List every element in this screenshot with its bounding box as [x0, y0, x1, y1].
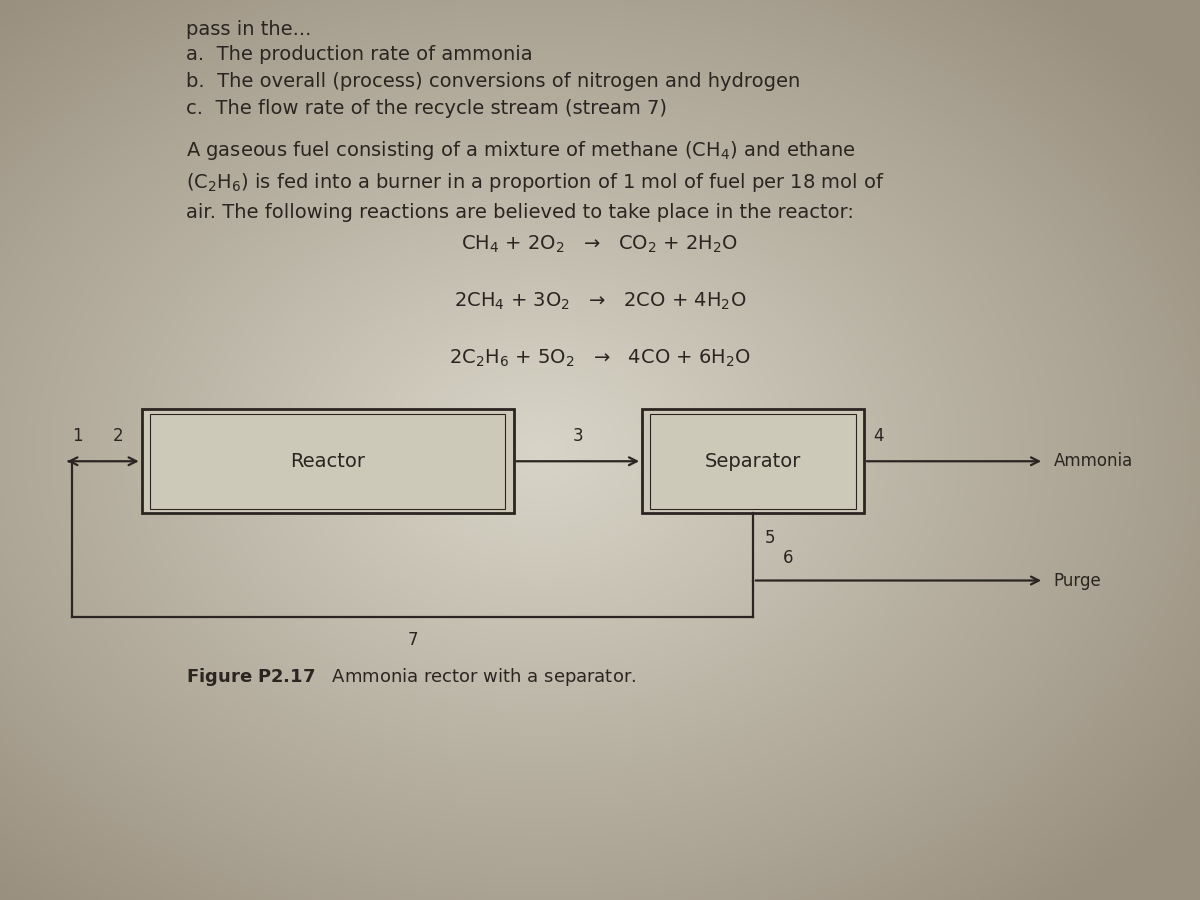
Bar — [150, 414, 505, 508]
Text: Ammonia: Ammonia — [1054, 452, 1133, 470]
Text: b.  The overall (process) conversions of nitrogen and hydrogen: b. The overall (process) conversions of … — [186, 72, 800, 91]
Text: 7: 7 — [407, 631, 418, 649]
Text: 3: 3 — [572, 428, 583, 446]
Bar — [642, 410, 864, 513]
Text: Separator: Separator — [704, 452, 802, 471]
Text: 5: 5 — [766, 529, 775, 547]
Text: Purge: Purge — [1054, 572, 1102, 590]
Text: Reactor: Reactor — [290, 452, 365, 471]
Text: CH$_4$ + 2O$_2$   →   CO$_2$ + 2H$_2$O: CH$_4$ + 2O$_2$ → CO$_2$ + 2H$_2$O — [462, 234, 738, 256]
Text: c.  The flow rate of the recycle stream (stream 7): c. The flow rate of the recycle stream (… — [186, 99, 667, 118]
Text: 2CH$_4$ + 3O$_2$   →   2CO + 4H$_2$O: 2CH$_4$ + 3O$_2$ → 2CO + 4H$_2$O — [454, 291, 746, 312]
Text: 2: 2 — [113, 428, 124, 446]
Text: 4: 4 — [874, 428, 884, 446]
Text: A gaseous fuel consisting of a mixture of methane (CH$_4$) and ethane: A gaseous fuel consisting of a mixture o… — [186, 140, 856, 163]
Text: 6: 6 — [784, 549, 793, 567]
Bar — [650, 414, 856, 508]
Text: (C$_2$H$_6$) is fed into a burner in a proportion of 1 mol of fuel per 18 mol of: (C$_2$H$_6$) is fed into a burner in a p… — [186, 171, 884, 194]
Text: air. The following reactions are believed to take place in the reactor:: air. The following reactions are believe… — [186, 202, 854, 221]
Text: a.  The production rate of ammonia: a. The production rate of ammonia — [186, 45, 533, 64]
Text: $\mathbf{Figure\ P2.17}$   Ammonia rector with a separator.: $\mathbf{Figure\ P2.17}$ Ammonia rector … — [186, 666, 636, 688]
Text: pass in the...: pass in the... — [186, 20, 311, 39]
Bar — [142, 410, 514, 513]
Text: 1: 1 — [72, 428, 83, 446]
Text: 2C$_2$H$_6$ + 5O$_2$   →   4CO + 6H$_2$O: 2C$_2$H$_6$ + 5O$_2$ → 4CO + 6H$_2$O — [449, 347, 751, 369]
